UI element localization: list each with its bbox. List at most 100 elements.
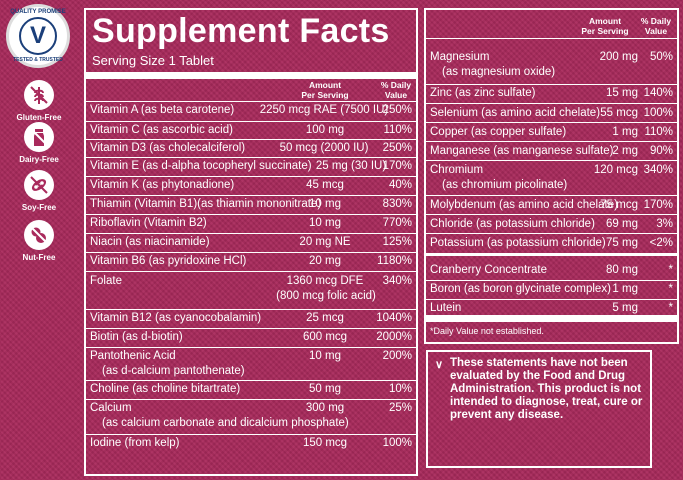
divider <box>86 252 416 253</box>
amount-per-serving: 1 mg <box>612 126 638 138</box>
divider <box>86 309 416 310</box>
daily-value: 2000% <box>376 331 412 343</box>
nutrient-name: Vitamin C (as ascorbic acid) <box>90 124 233 136</box>
badge-soy-free: Soy-Free <box>14 170 64 212</box>
daily-value: 125% <box>382 236 412 248</box>
nutrient-name: Iodine (from kelp) <box>90 437 180 449</box>
amount-per-serving: 80 mg <box>606 264 638 276</box>
badge-dairy-free: Dairy-Free <box>14 122 64 164</box>
nutrient-name: Riboflavin (Vitamin B2) <box>90 217 207 229</box>
amount-per-serving: 55 mcg <box>600 107 638 119</box>
amount-per-serving: 25 mcg <box>306 312 344 324</box>
badge-label: Gluten-Free <box>16 113 62 122</box>
daily-value: 250% <box>382 104 412 116</box>
nutrient-source: (as chromium picolinate) <box>442 179 568 191</box>
amount-per-serving: 69 mg <box>606 218 638 230</box>
divider <box>86 347 416 348</box>
nutrient-name: Vitamin B12 (as cyanocobalamin) <box>90 312 262 324</box>
amount-per-serving: 15 mg <box>606 87 638 99</box>
badge-nut-free: Nut-Free <box>14 220 64 262</box>
fda-disclaimer-box: ∨ These statements have not been evaluat… <box>426 350 652 468</box>
peanut-icon <box>24 220 54 250</box>
divider <box>86 214 416 215</box>
col-header-amount: Amount Per Serving <box>280 80 370 100</box>
divider <box>426 214 677 215</box>
seal-top-text: QUALITY PROMISE <box>10 9 66 15</box>
nutrient-name: Vitamin E (as d-alpha tocopheryl succina… <box>90 160 312 172</box>
nutrient-name: Calcium <box>90 402 132 414</box>
quality-promise-seal: QUALITY PROMISE V TESTED & TRUSTED <box>6 4 70 68</box>
nutrient-name: Selenium (as amino acid chelate) <box>430 107 601 119</box>
divider <box>426 141 677 142</box>
amount-per-serving: 20 mg NE <box>299 236 351 248</box>
nutrient-name: Vitamin D3 (as cholecalciferol) <box>90 142 246 154</box>
check-v-icon: V <box>19 17 57 55</box>
amount-per-serving: 50 mcg (2000 IU) <box>279 142 369 154</box>
daily-value: 50% <box>649 51 673 63</box>
badge-gluten-free: Gluten-Free <box>14 80 64 122</box>
divider <box>86 195 416 196</box>
divider <box>86 380 416 381</box>
nutrient-name: Lutein <box>430 302 462 314</box>
amount-per-serving: 10 mg <box>309 217 341 229</box>
milk-bottle-icon <box>24 122 54 152</box>
divider <box>426 84 677 85</box>
soybean-icon <box>24 170 54 200</box>
amount-per-serving: 75 mg <box>606 237 638 249</box>
amount-per-serving: 75 mcg <box>600 199 638 211</box>
col-header-amount-line1: Amount <box>308 80 342 90</box>
amount-per-serving: 45 mcg <box>306 179 344 191</box>
nutrient-source: (as calcium carbonate and dicalcium phos… <box>102 417 349 429</box>
daily-value: 110% <box>383 124 412 136</box>
supplement-facts-panel-left: Supplement Facts Serving Size 1 Tablet A… <box>84 8 418 476</box>
daily-value: 140% <box>643 87 673 99</box>
nutrient-name: Boron (as boron glycinate complex) <box>430 283 611 295</box>
divider <box>426 160 677 161</box>
divider <box>86 157 416 158</box>
divider <box>426 253 677 256</box>
amount-per-serving: 20 mg <box>309 255 341 267</box>
amount-per-serving: 10 mg <box>309 350 341 362</box>
badge-label: Soy-Free <box>21 203 57 212</box>
daily-value: 1180% <box>377 255 412 267</box>
divider <box>426 122 677 123</box>
daily-value: 250% <box>382 142 412 154</box>
divider <box>426 103 677 104</box>
amount-per-serving: 600 mcg <box>302 331 348 343</box>
amount-per-serving-detail: (800 mcg folic acid) <box>276 290 376 302</box>
daily-value-footnote: *Daily Value not established. <box>430 326 544 336</box>
col-header-dv-line1: % Daily <box>640 16 672 26</box>
amount-per-serving: 2 mg <box>612 145 638 157</box>
amount-per-serving: 1360 mcg DFE <box>286 275 364 287</box>
col-header-dv-line2: Value <box>644 26 668 36</box>
col-header-amount: Amount Per Serving <box>568 16 642 36</box>
col-header-dv-line2: Value <box>384 90 408 100</box>
amount-per-serving: 10 mg <box>309 198 341 210</box>
nutrient-name: Choline (as choline bitartrate) <box>90 383 241 395</box>
nutrient-name: Vitamin K (as phytonadione) <box>90 179 235 191</box>
supplement-facts-panel-right: Amount Per Serving % Daily Value Magnesi… <box>424 8 679 344</box>
nutrient-name: Pantothenic Acid <box>90 350 176 362</box>
daily-value: * <box>668 302 673 314</box>
nutrient-name: Manganese (as manganese sulfate) <box>430 145 614 157</box>
divider <box>86 176 416 177</box>
daily-value: 40% <box>388 179 412 191</box>
amount-per-serving: 300 mg <box>305 402 345 414</box>
divider <box>426 233 677 234</box>
divider <box>86 271 416 272</box>
divider <box>86 399 416 400</box>
nutrient-name: Chloride (as potassium chloride) <box>430 218 595 230</box>
amount-per-serving: 5 mg <box>612 302 638 314</box>
nutrient-name: Magnesium <box>430 51 490 63</box>
nutrient-name: Cranberry Concentrate <box>430 264 547 276</box>
nutrient-name: Folate <box>90 275 122 287</box>
chevron-down-icon: ∨ <box>435 359 444 371</box>
daily-value: * <box>668 264 673 276</box>
daily-value: 770% <box>382 217 412 229</box>
badge-label: Nut-Free <box>22 253 56 262</box>
amount-per-serving: 25 mg (30 IU) <box>315 160 387 172</box>
divider <box>86 328 416 329</box>
daily-value: 100% <box>382 437 412 449</box>
daily-value: 100% <box>643 107 673 119</box>
